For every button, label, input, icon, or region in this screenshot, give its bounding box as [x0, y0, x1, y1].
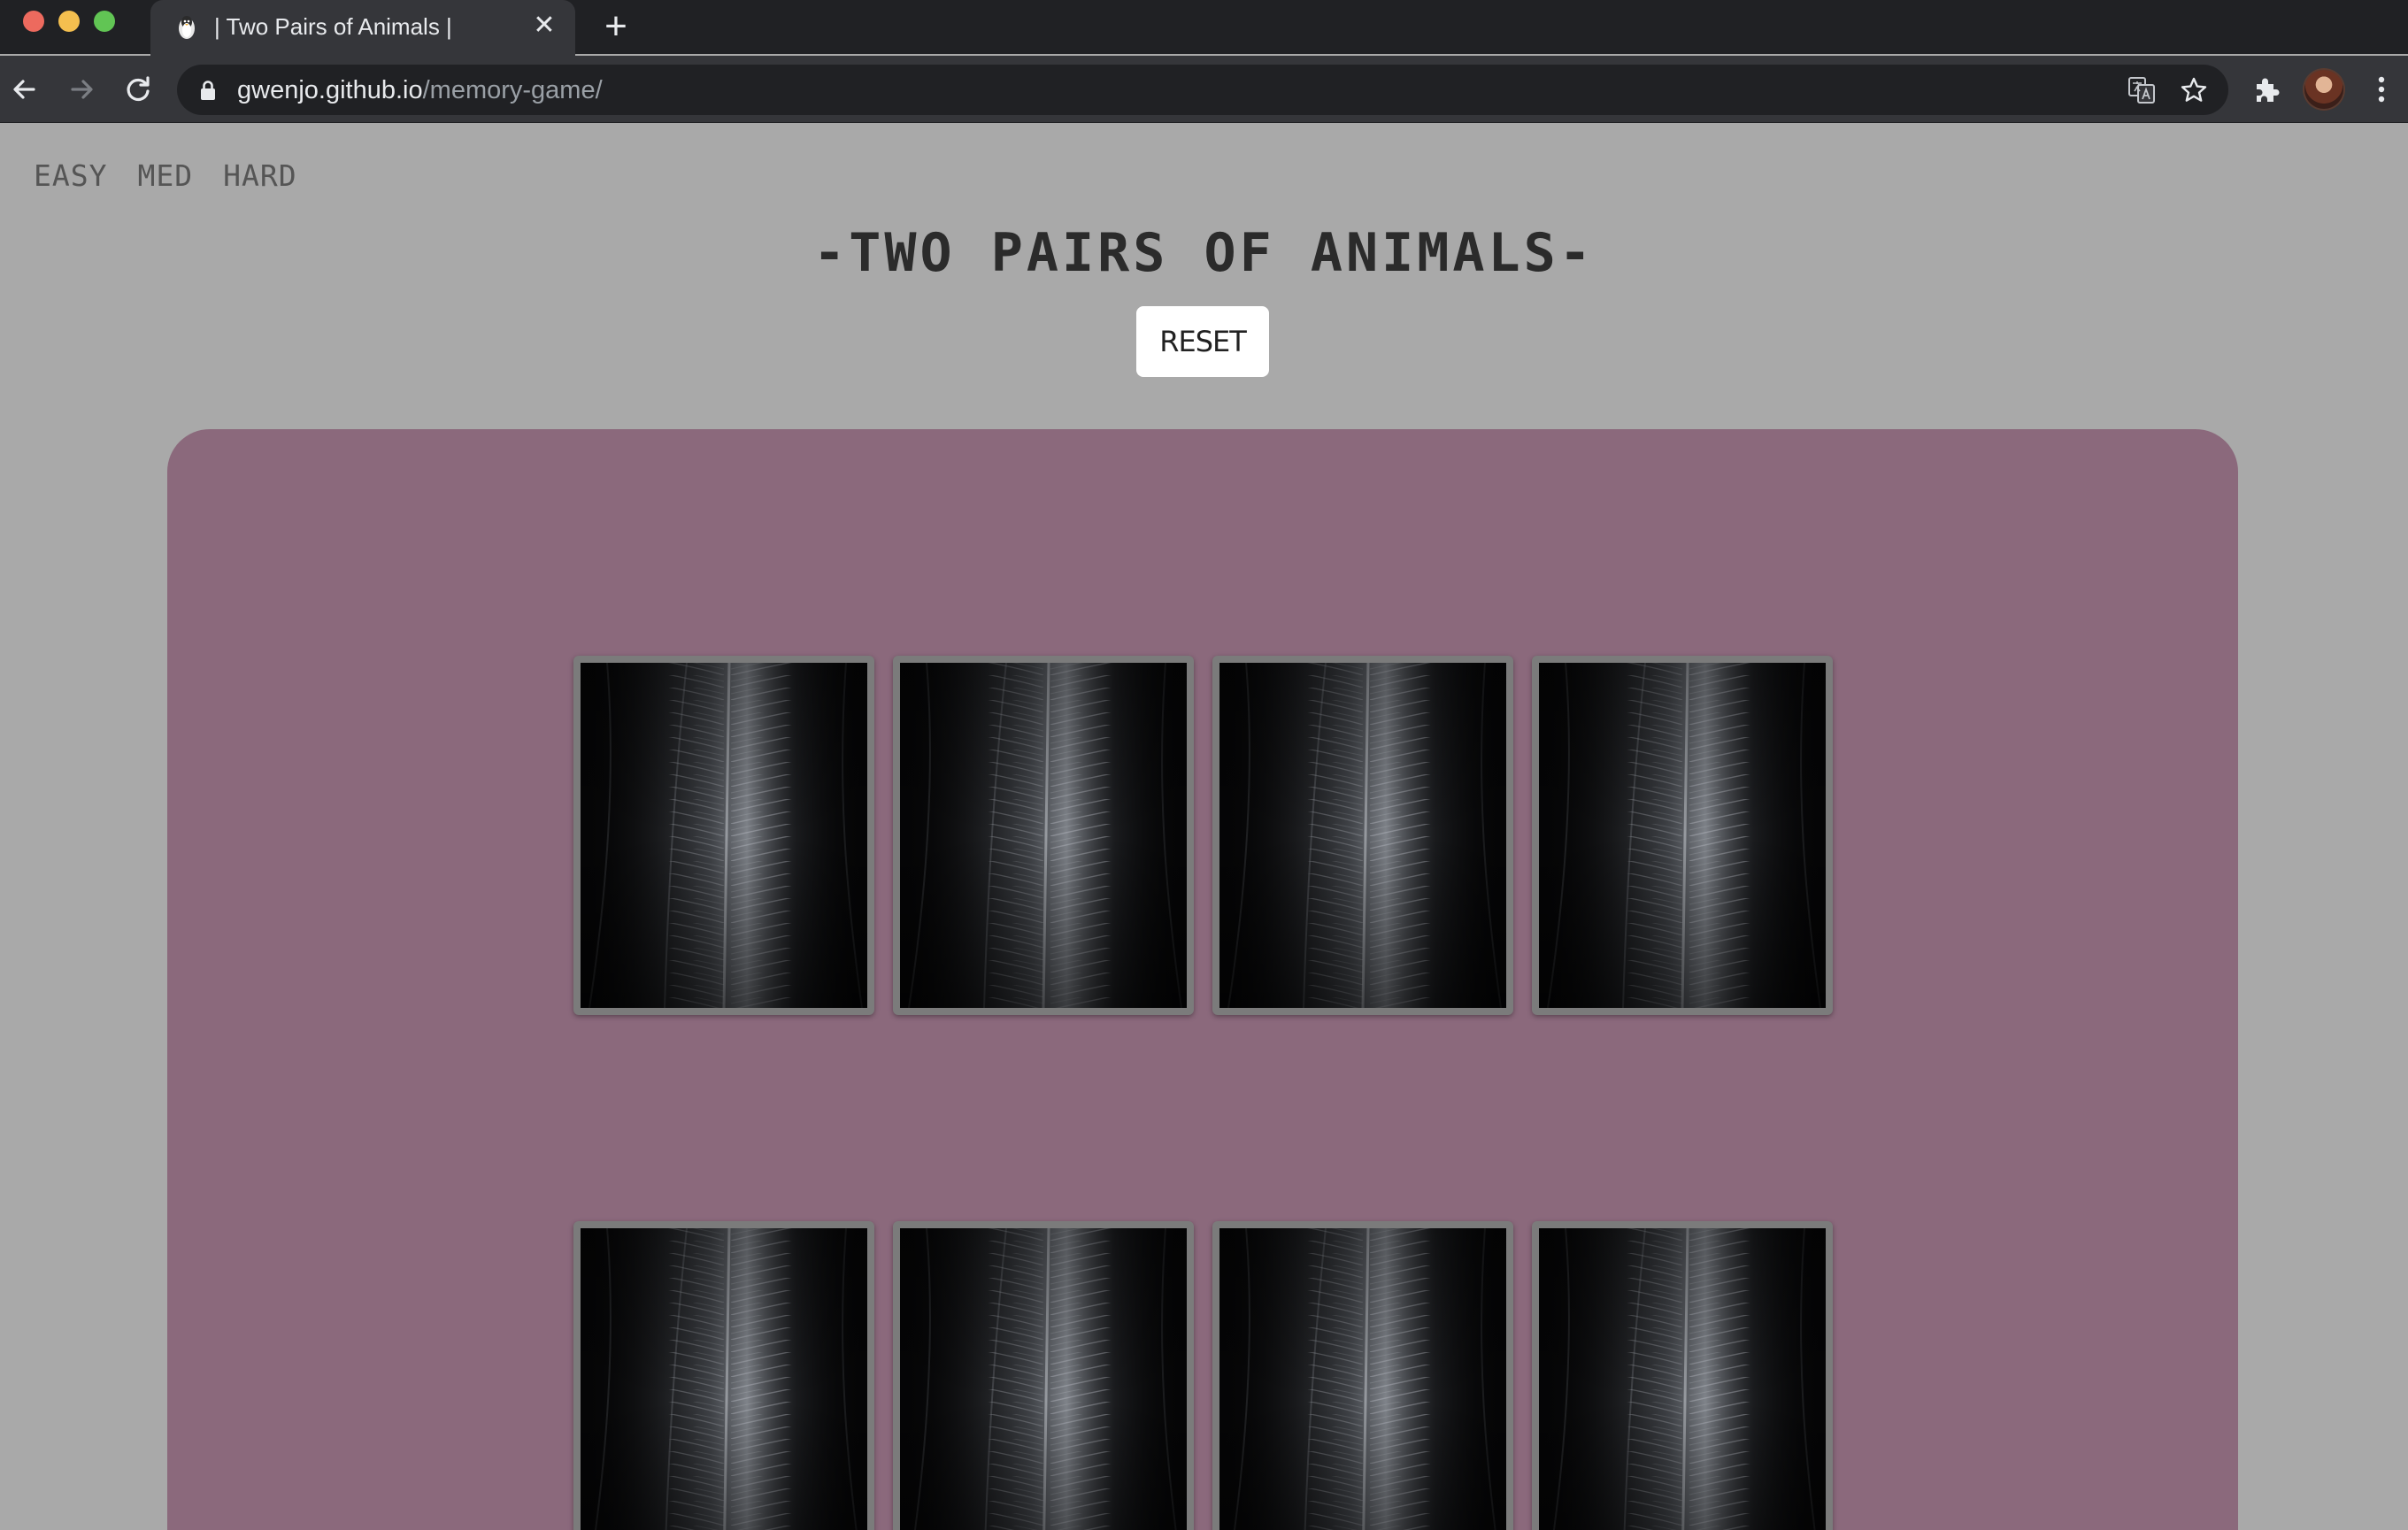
minimize-window-button[interactable]: [58, 11, 80, 32]
lock-icon[interactable]: [198, 80, 218, 101]
game-board: [167, 429, 2238, 1530]
feather-card-back-icon: [1219, 1228, 1506, 1530]
url-text[interactable]: gwenjo.github.io/memory-game/: [237, 76, 603, 105]
page-content: EASY MED HARD -TWO PAIRS OF ANIMALS- RES…: [0, 123, 2408, 1530]
feather-card-back-icon: [1539, 663, 1826, 1008]
memory-card-3[interactable]: [1212, 656, 1513, 1015]
tab-title: | Two Pairs of Animals |: [214, 13, 452, 40]
back-icon: [13, 80, 35, 99]
difficulty-hard-link[interactable]: HARD: [223, 158, 297, 193]
reset-button[interactable]: RESET: [1136, 306, 1269, 377]
star-icon[interactable]: [2179, 75, 2209, 105]
back-button[interactable]: [5, 70, 44, 109]
url-host: gwenjo.github.io: [237, 76, 423, 104]
avatar[interactable]: [2304, 70, 2343, 109]
close-tab-icon[interactable]: ✕: [533, 11, 556, 40]
memory-card-1[interactable]: [573, 656, 874, 1015]
maximize-window-button[interactable]: [94, 11, 115, 32]
reload-icon: [127, 76, 150, 102]
memory-card-7[interactable]: [1212, 1221, 1513, 1530]
feather-card-back-icon: [1539, 1228, 1826, 1530]
memory-card-8[interactable]: [1532, 1221, 1833, 1530]
browser-toolbar: gwenjo.github.io/memory-game/: [0, 56, 2408, 123]
memory-card-4[interactable]: [1532, 656, 1833, 1015]
extensions-icon[interactable]: [2251, 73, 2283, 105]
menu-icon[interactable]: [2368, 73, 2395, 105]
translate-icon[interactable]: [2127, 76, 2156, 104]
page-title: -TWO PAIRS OF ANIMALS-: [813, 222, 1595, 284]
penguin-favicon-icon: [179, 16, 195, 39]
close-window-button[interactable]: [23, 11, 44, 32]
difficulty-nav: EASY MED HARD: [34, 158, 297, 193]
feather-card-back-icon: [900, 1228, 1187, 1530]
feather-card-back-icon: [900, 663, 1187, 1008]
memory-card-6[interactable]: [893, 1221, 1194, 1530]
browser-tab-active[interactable]: | Two Pairs of Animals | ✕: [150, 0, 575, 56]
feather-card-back-icon: [1219, 663, 1506, 1008]
address-bar[interactable]: gwenjo.github.io/memory-game/: [177, 65, 2228, 115]
feather-card-back-icon: [581, 663, 867, 1008]
feather-card-back-icon: [581, 1228, 867, 1530]
new-tab-button[interactable]: +: [604, 4, 627, 48]
difficulty-med-link[interactable]: MED: [137, 158, 194, 193]
memory-card-5[interactable]: [573, 1221, 874, 1530]
memory-card-2[interactable]: [893, 656, 1194, 1015]
reload-button[interactable]: [119, 70, 158, 109]
url-path: /memory-game/: [422, 76, 603, 104]
difficulty-easy-link[interactable]: EASY: [34, 158, 108, 193]
forward-button[interactable]: [62, 70, 101, 109]
tab-strip: | Two Pairs of Animals | ✕ +: [0, 0, 2408, 56]
forward-icon: [71, 80, 93, 99]
